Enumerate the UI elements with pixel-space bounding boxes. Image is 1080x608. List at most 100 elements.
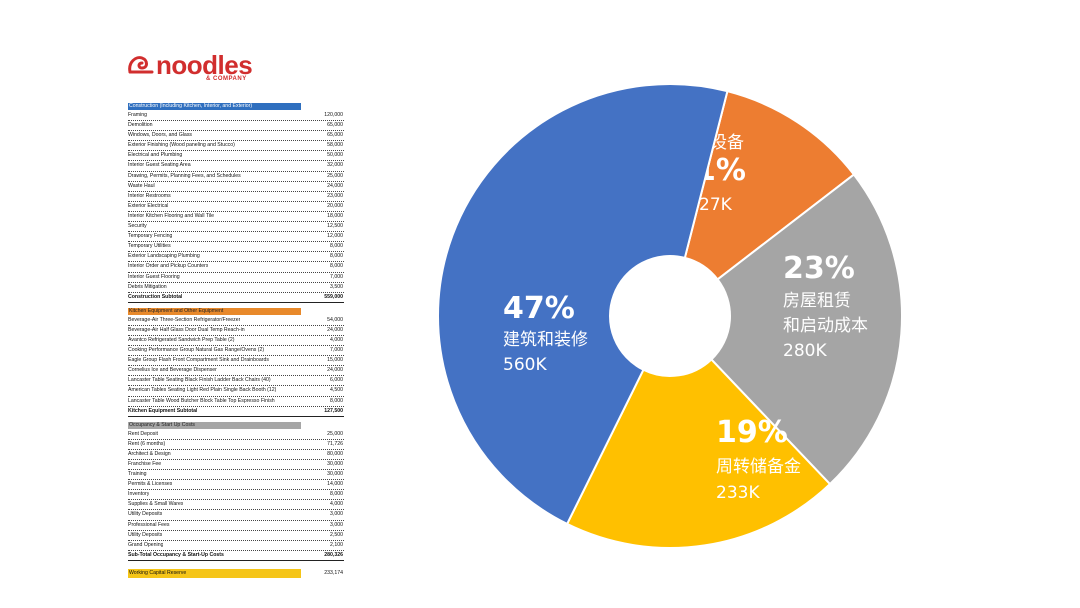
working-capital-label: Working Capital Reserve xyxy=(128,568,301,579)
row-label: Rent Deposit xyxy=(128,430,158,437)
table-row: Temporary Utilities 8,000 xyxy=(128,242,344,253)
row-label: Waste Haul xyxy=(128,182,155,189)
row-value: 8,000 xyxy=(330,491,343,498)
row-label: American Tables Seating Light Red Plain … xyxy=(128,387,277,394)
table-row: Architect & Design 80,000 xyxy=(128,450,344,460)
subtotal-row-kitchen: Kitchen Equipment Subtotal 127,500 xyxy=(128,407,344,417)
row-value: 3,000 xyxy=(330,511,343,518)
table-row: Interior Kitchen Flooring and Wall Tile 1… xyxy=(128,212,344,223)
subtotal-value: 127,500 xyxy=(324,407,343,414)
row-label: Lancaster Table Seating Black Finish Lad… xyxy=(128,377,271,384)
table-row: Grand Opening 2,100 xyxy=(128,541,344,551)
table-row: Interior Guest Seating Area 32,000 xyxy=(128,161,344,172)
row-value: 50,000 xyxy=(327,152,343,159)
row-label: Electrical and Plumbing xyxy=(128,152,183,159)
table-row: Interior Order and Pickup Counters 8,000 xyxy=(128,262,344,273)
row-label: Utility Deposits xyxy=(128,531,163,538)
row-value: 23,000 xyxy=(327,192,343,199)
row-label: Beverage-Air Three-Section Refrigerator/… xyxy=(128,316,241,323)
donut-slice xyxy=(437,83,729,526)
row-value: 30,000 xyxy=(327,471,343,478)
row-value: 4,000 xyxy=(330,501,343,508)
row-value: 24,000 xyxy=(327,367,343,374)
table-row: Rent Deposit 25,000 xyxy=(128,430,344,440)
row-label: Permits & Licenses xyxy=(128,481,173,488)
row-value: 8,000 xyxy=(330,263,343,270)
row-value: 12,000 xyxy=(327,233,343,240)
slice-percent-label: 47% xyxy=(503,291,575,326)
row-label: Demolition xyxy=(128,122,153,129)
slice-label: 建筑和装修 xyxy=(503,330,588,350)
table-row: Demolition 65,000 xyxy=(128,121,344,132)
slice-label: 周转储备金 xyxy=(716,457,801,477)
row-label: Interior Kitchen Flooring and Wall Tile xyxy=(128,212,215,219)
table-row: Eagle Group Flash Front Compartment Sink… xyxy=(128,356,344,367)
table-row: Waste Haul 24,000 xyxy=(128,182,344,192)
noodle-bowl-icon xyxy=(128,56,154,74)
subtotal-label: Kitchen Equipment Subtotal xyxy=(128,407,198,414)
table-row: Interior Guest Flooring 7,000 xyxy=(128,273,344,283)
row-label: Professional Fees xyxy=(128,521,170,528)
row-value: 2,100 xyxy=(330,541,343,548)
row-value: 25,000 xyxy=(327,172,343,179)
table-row: Security 12,500 xyxy=(128,222,344,233)
row-label: Rent (6 months) xyxy=(128,440,166,447)
row-label: Interior Order and Pickup Counters xyxy=(128,263,209,270)
row-value: 8,000 xyxy=(330,397,343,404)
table-row: Lancaster Table Wood Butcher Block Table… xyxy=(128,397,344,407)
row-label: Interior Guest Seating Area xyxy=(128,162,191,169)
table-row: Beverage-Air Half Glass Door Dual Temp R… xyxy=(128,326,344,336)
table-row: Exterior Finishing (Wood paneling and St… xyxy=(128,141,344,152)
table-row: Supplies & Small Wares 4,000 xyxy=(128,500,344,511)
row-label: Beverage-Air Half Glass Door Dual Temp R… xyxy=(128,326,245,333)
row-value: 120,000 xyxy=(324,112,343,118)
row-value: 65,000 xyxy=(327,122,343,129)
row-label: Exterior Landscaping Plumbing xyxy=(128,253,200,260)
row-value: 32,000 xyxy=(327,162,343,169)
row-value: 15,000 xyxy=(327,357,343,364)
row-label: Architect & Design xyxy=(128,450,171,457)
row-label: Grand Opening xyxy=(128,541,164,548)
row-value: 71,726 xyxy=(327,440,343,447)
table-row: Cornelius Ice and Beverage Dispenser 24,0… xyxy=(128,366,344,377)
row-label: Cornelius Ice and Beverage Dispenser xyxy=(128,367,217,374)
table-row: Framing 120,000 xyxy=(128,111,344,122)
working-capital-value: 233,174 xyxy=(324,569,343,576)
table-row: Professional Fees 3,000 xyxy=(128,521,344,531)
table-row: Exterior Electrical 20,000 xyxy=(128,202,344,212)
table-row: Inventory 8,000 xyxy=(128,490,344,501)
table-row: Electrical and Plumbing 50,000 xyxy=(128,151,344,162)
table-row: Utility Deposits 2,500 xyxy=(128,531,344,541)
row-value: 80,000 xyxy=(327,450,343,457)
row-value: 3,000 xyxy=(330,521,343,528)
table-row: Training 30,000 xyxy=(128,470,344,481)
section-header-occupancy: Occupancy & Start Up Costs xyxy=(128,421,301,429)
slice-label: 233K xyxy=(716,483,760,503)
row-value: 12,500 xyxy=(327,223,343,230)
row-label: Training xyxy=(128,471,147,478)
table-row: American Tables Seating Light Red Plain … xyxy=(128,386,344,397)
row-value: 18,000 xyxy=(327,212,343,219)
table-row: Exterior Landscaping Plumbing 8,000 xyxy=(128,252,344,263)
subtotal-label: Sub-Total Occupancy & Start-Up Costs xyxy=(128,551,224,558)
slice-percent-label: 19% xyxy=(716,415,788,450)
donut-slice xyxy=(565,358,832,549)
row-value: 3,500 xyxy=(330,283,343,290)
row-value: 4,000 xyxy=(330,336,343,343)
row-value: 25,000 xyxy=(327,430,343,437)
table-row: Drawing, Permits, Planning Fees, and Sch… xyxy=(128,172,344,182)
row-value: 54,000 xyxy=(327,316,343,323)
row-value: 8,000 xyxy=(330,253,343,260)
row-label: Exterior Electrical xyxy=(128,202,169,209)
row-value: 14,000 xyxy=(327,481,343,488)
section-header-construction: Construction (Including Kitchen, Interio… xyxy=(128,103,301,110)
row-label: Utility Deposits xyxy=(128,511,163,518)
subtotal-value: 559,000 xyxy=(324,293,343,300)
table-row: Temporary Fencing 12,000 xyxy=(128,232,344,243)
table-row: Debris Mitigation 3,500 xyxy=(128,283,344,293)
row-value: 65,000 xyxy=(327,132,343,139)
row-label: Temporary Fencing xyxy=(128,233,173,240)
table-row: Windows, Doors, and Glass 65,000 xyxy=(128,131,344,142)
row-label: Temporary Utilities xyxy=(128,243,171,250)
